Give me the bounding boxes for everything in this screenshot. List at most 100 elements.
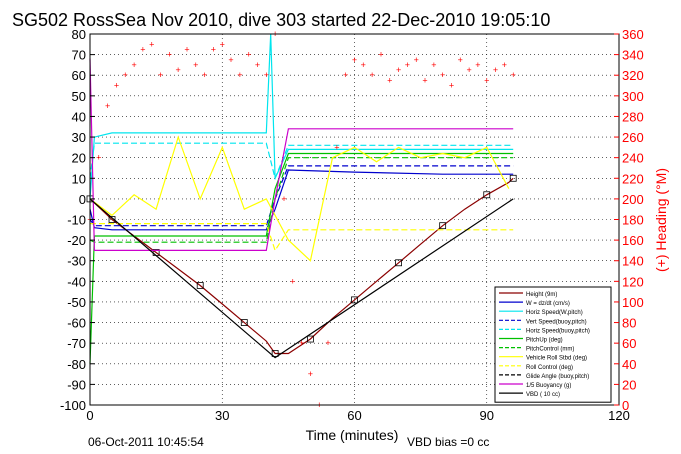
heading-point: + — [440, 70, 445, 80]
heading-point: + — [246, 50, 251, 60]
y-tick-label: -90 — [67, 377, 86, 392]
heading-point: + — [334, 142, 339, 152]
x-tick-label: 90 — [480, 408, 494, 423]
y-right-tick-label: 120 — [622, 274, 644, 289]
y-right-tick-label: 180 — [622, 213, 644, 228]
legend-entry: PitchControl (mm) — [526, 347, 574, 353]
y-tick-label: -20 — [67, 233, 86, 248]
legend-entry: PitchUp (deg) — [526, 338, 563, 344]
heading-point: + — [387, 75, 392, 85]
legend-entry: W = dz/dt (cm/s) — [526, 301, 570, 307]
y-right-tick-label: 160 — [622, 233, 644, 248]
heading-point: + — [396, 65, 401, 75]
heading-point: + — [343, 70, 348, 80]
heading-point: + — [299, 338, 304, 348]
series-line — [89, 135, 510, 262]
heading-point: + — [237, 70, 242, 80]
heading-point: + — [378, 50, 383, 60]
y-tick-label: 80 — [72, 27, 86, 42]
heading-point: + — [502, 60, 507, 70]
y-tick-label: -10 — [67, 213, 86, 228]
heading-point: + — [422, 75, 427, 85]
series-line — [89, 198, 514, 359]
y-tick-label: 30 — [72, 130, 86, 145]
legend-entry: VBD ( 10 cc) — [526, 392, 560, 398]
heading-point: + — [149, 39, 154, 49]
heading-point: + — [449, 81, 454, 91]
legend: Height (9m) W = dz/dt (cm/s) Horiz Speed(W… — [494, 286, 612, 403]
heading-point: + — [511, 70, 516, 80]
heading-point: + — [184, 44, 189, 54]
heading-point: + — [308, 369, 313, 379]
y-tick-label: 60 — [72, 68, 86, 83]
y-tick-label: -50 — [67, 295, 86, 310]
legend-entry: Horiz Speed(buoy,pitch) — [526, 328, 590, 334]
heading-point: + — [431, 60, 436, 70]
series-line — [89, 177, 514, 355]
x-tick-label: 0 — [86, 408, 93, 423]
legend-entry: 1/5 Buoyancy (g) — [526, 383, 571, 389]
y-right-tick-label: 80 — [622, 316, 636, 331]
height-marker — [240, 319, 248, 326]
heading-point: + — [140, 44, 145, 54]
y-right-tick-label: 340 — [622, 48, 644, 63]
heading-point: + — [131, 60, 136, 70]
heading-point: + — [325, 338, 330, 348]
height-marker — [196, 282, 204, 289]
y-right-tick-label: 300 — [622, 89, 644, 104]
y-tick-label: 70 — [72, 48, 86, 63]
y-tick-label: -30 — [67, 254, 86, 269]
heading-point: + — [228, 55, 233, 65]
y-tick-label: 0 — [79, 192, 86, 207]
y-tick-label: -80 — [67, 357, 86, 372]
series-line — [89, 58, 514, 251]
legend-entry: Roll Control (deg) — [526, 365, 573, 371]
y-tick-label: -60 — [67, 316, 86, 331]
heading-point: + — [123, 70, 128, 80]
height-marker — [271, 350, 279, 357]
height-marker — [351, 296, 358, 304]
series-line — [90, 223, 514, 252]
x-tick-label: 60 — [347, 408, 361, 423]
x-tick-label: 30 — [215, 408, 229, 423]
heading-point: + — [458, 55, 463, 65]
chart-title: SG502 RossSea Nov 2010, dive 303 started… — [12, 10, 550, 30]
right-axis-label: (+) Heading (°M) — [653, 168, 669, 272]
series-layer: + + + + + + + + + + + + + + + + + + + + + + + + + + + + + + + + + + + + + + + +… — [86, 29, 517, 410]
heading-point: + — [220, 39, 225, 49]
legend-entry: Horiz Speed(W,pitch) — [526, 310, 583, 316]
heading-point: + — [466, 65, 471, 75]
y-tick-label: 40 — [72, 109, 86, 124]
heading-point: + — [193, 60, 198, 70]
heading-point: + — [405, 60, 410, 70]
grid — [90, 34, 619, 405]
series-line — [89, 142, 514, 181]
y-tick-label: -100 — [60, 398, 86, 413]
y-right-tick-label: 260 — [622, 130, 644, 145]
y-right-tick-label: 240 — [622, 151, 644, 166]
y-right-tick-label: 140 — [622, 254, 644, 269]
heading-point: + — [484, 75, 489, 85]
y-right-tick-label: 220 — [622, 171, 644, 186]
height-marker — [108, 216, 116, 223]
y-tick-label: -40 — [67, 274, 86, 289]
heading-point: + — [290, 276, 295, 286]
heading-point: + — [255, 60, 260, 70]
axes-labels: 0 30 60 90 12080706050403020100-10-20-30-40-… — [60, 27, 644, 423]
height-marker — [439, 222, 447, 230]
y-right-tick-label: 280 — [622, 109, 644, 124]
y-right-tick-label: 100 — [622, 295, 644, 310]
x-axis-label: Time (minutes) — [306, 427, 399, 443]
y-right-tick-label: 360 — [622, 27, 644, 42]
series-line — [89, 152, 514, 364]
legend-entry: Vehicle Roll Stbd (deg) — [526, 356, 587, 362]
y-right-tick-label: 20 — [622, 377, 636, 392]
height-marker — [509, 174, 517, 182]
legend-entry: Height (9m) — [526, 292, 557, 298]
height-marker — [395, 259, 402, 267]
heading-point: + — [361, 60, 366, 70]
heading-point: + — [167, 50, 172, 60]
x-tick-label: 120 — [608, 408, 630, 423]
legend-entry: Vert Speed(buoy,pitch) — [526, 319, 587, 325]
